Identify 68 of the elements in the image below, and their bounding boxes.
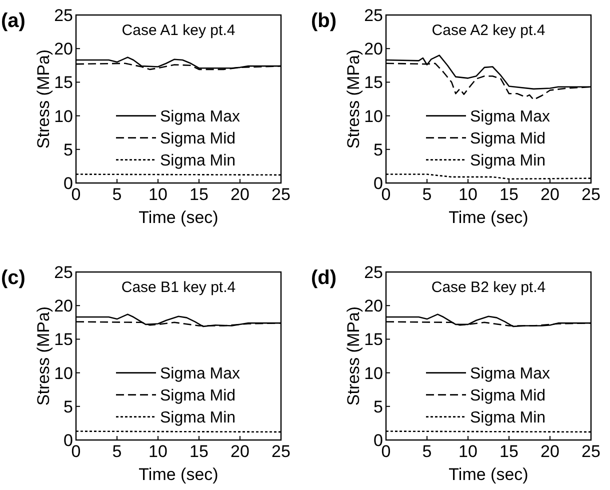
x-tick-label: 25 (582, 442, 600, 461)
y-tick-label: 25 (54, 262, 73, 282)
x-tick-label: 5 (422, 185, 432, 204)
y-tick-label: 20 (54, 296, 73, 316)
y-axis-title: Stress (MPa) (344, 306, 363, 406)
y-tick-label: 25 (364, 6, 383, 25)
x-axis-title: Time (sec) (448, 465, 528, 484)
x-tick-label: 10 (458, 185, 478, 204)
x-tick-label: 20 (230, 185, 250, 204)
legend-label: Sigma Min (470, 152, 546, 170)
x-tick-label: 15 (500, 442, 518, 461)
text: Case B2 key pt.4 (431, 279, 546, 296)
y-axis-title: Stress (MPa) (34, 49, 53, 149)
y-tick-label: 25 (364, 262, 383, 282)
x-tick-label: 25 (272, 442, 290, 461)
y-tick-label: 5 (64, 140, 73, 160)
y-tick-label: 20 (364, 40, 383, 59)
y-tick-label: 20 (364, 296, 383, 316)
x-tick-label: 20 (540, 185, 560, 204)
y-tick-label: 15 (364, 73, 383, 92)
text: (c) (1, 267, 26, 289)
text: (a) (1, 10, 26, 32)
y-tick-label: 10 (364, 364, 383, 383)
y-tick-label: 20 (54, 40, 73, 59)
x-tick-label: 20 (230, 442, 250, 461)
legend-label: Sigma Max (470, 108, 550, 126)
x-tick-label: 10 (148, 185, 168, 204)
x-axis-title: Time (sec) (138, 208, 218, 227)
x-tick-label: 25 (582, 185, 600, 204)
x-tick-label: 15 (500, 185, 518, 204)
legend-label: Sigma Max (160, 108, 240, 126)
y-tick-label: 5 (374, 397, 383, 416)
y-axis-title: Stress (MPa) (34, 306, 53, 406)
x-tick-label: 15 (190, 185, 208, 204)
legend-label: Sigma Max (160, 365, 240, 382)
legend-label: Sigma Min (160, 409, 236, 426)
x-tick-label: 10 (458, 442, 478, 461)
x-tick-label: 25 (272, 185, 290, 204)
text: (d) (311, 267, 337, 289)
legend-label: Sigma Mid (160, 387, 236, 404)
x-tick-label: 20 (540, 442, 560, 461)
y-tick-label: 10 (364, 106, 383, 126)
y-tick-label: 15 (54, 330, 73, 350)
text: Case B1 key pt.4 (121, 279, 236, 296)
y-axis-title: Stress (MPa) (344, 49, 363, 149)
x-tick-label: 5 (422, 442, 432, 461)
legend-label: Sigma Mid (470, 387, 546, 404)
x-tick-label: 15 (190, 442, 208, 461)
text: Case A2 key pt.4 (432, 22, 546, 39)
text: (b) (311, 10, 337, 32)
x-axis-title: Time (sec) (138, 465, 218, 484)
x-tick-label: 5 (112, 442, 122, 461)
x-tick-label: 5 (112, 185, 122, 204)
y-tick-label: 15 (364, 330, 383, 350)
legend-label: Sigma Max (470, 365, 550, 382)
y-tick-label: 10 (54, 364, 73, 383)
x-tick-label: 10 (148, 442, 168, 461)
legend-label: Sigma Mid (160, 130, 236, 148)
x-axis-title: Time (sec) (448, 208, 528, 227)
legend-label: Sigma Min (470, 409, 546, 426)
y-tick-label: 15 (54, 73, 73, 92)
legend-label: Sigma Min (160, 152, 236, 170)
text: Case A1 key pt.4 (122, 22, 236, 39)
y-tick-label: 5 (374, 140, 383, 160)
legend-label: Sigma Mid (470, 130, 546, 148)
y-tick-label: 10 (54, 106, 73, 126)
y-tick-label: 25 (54, 6, 73, 25)
y-tick-label: 5 (64, 397, 73, 416)
